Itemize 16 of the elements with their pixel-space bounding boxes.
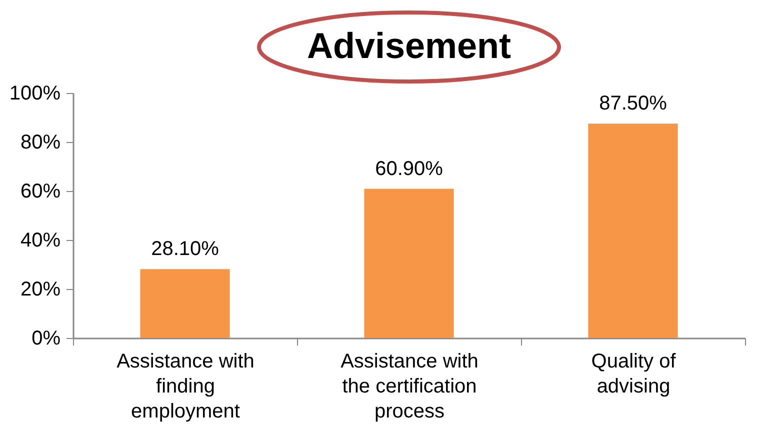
bar <box>140 269 230 338</box>
y-tick-label: 0% <box>32 328 61 350</box>
y-tick-label: 60% <box>20 180 61 202</box>
y-tick-label: 40% <box>20 230 61 252</box>
x-tick-label: Quality of advising <box>591 350 676 398</box>
data-label: 60.90% <box>375 158 444 180</box>
x-tick-label: Assistance with finding employment <box>116 350 254 422</box>
data-label: 28.10% <box>151 238 220 260</box>
data-label: 87.50% <box>599 92 668 115</box>
bar <box>364 188 454 338</box>
y-tick-label: 20% <box>20 278 61 300</box>
x-tick-label: Assistance with the certification process <box>340 350 478 422</box>
y-tick-label: 100% <box>9 82 61 104</box>
chart-title: Advisement <box>306 25 512 66</box>
y-tick-label: 80% <box>20 132 61 154</box>
bar <box>588 124 678 338</box>
